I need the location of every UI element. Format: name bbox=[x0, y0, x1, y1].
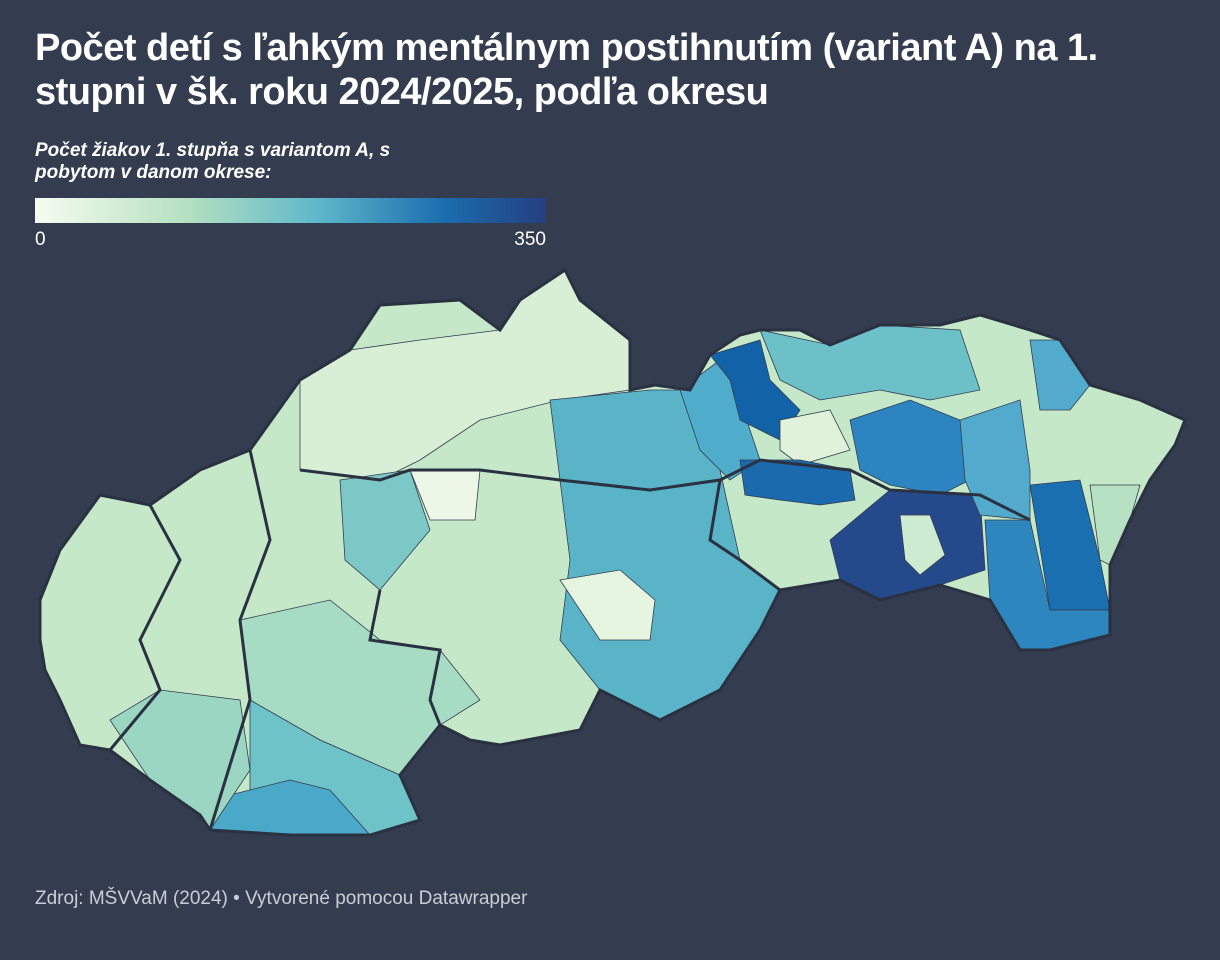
region-border bbox=[299, 458, 1031, 522]
region-border bbox=[368, 589, 442, 726]
title: Počet detí s ľahkým mentálnym postihnutí… bbox=[35, 27, 1098, 113]
region-border bbox=[708, 479, 781, 592]
district bbox=[739, 459, 856, 506]
region-border bbox=[208, 449, 272, 831]
district bbox=[1029, 339, 1091, 411]
district bbox=[339, 469, 431, 591]
legend-max-label: 350 bbox=[514, 229, 546, 250]
source: Zdroj: MŠVVaM (2024) • Vytvorené pomocou… bbox=[35, 888, 528, 909]
district bbox=[1029, 479, 1111, 611]
legend-title: Počet žiakov 1. stupňa s variantom A, s … bbox=[35, 140, 391, 183]
region-border bbox=[108, 504, 182, 751]
districts bbox=[40, 270, 1185, 835]
district bbox=[899, 514, 946, 576]
legend-scale bbox=[35, 198, 546, 223]
legend-min-label: 0 bbox=[35, 229, 46, 250]
district bbox=[559, 569, 656, 641]
district bbox=[779, 409, 851, 466]
district bbox=[849, 399, 971, 496]
